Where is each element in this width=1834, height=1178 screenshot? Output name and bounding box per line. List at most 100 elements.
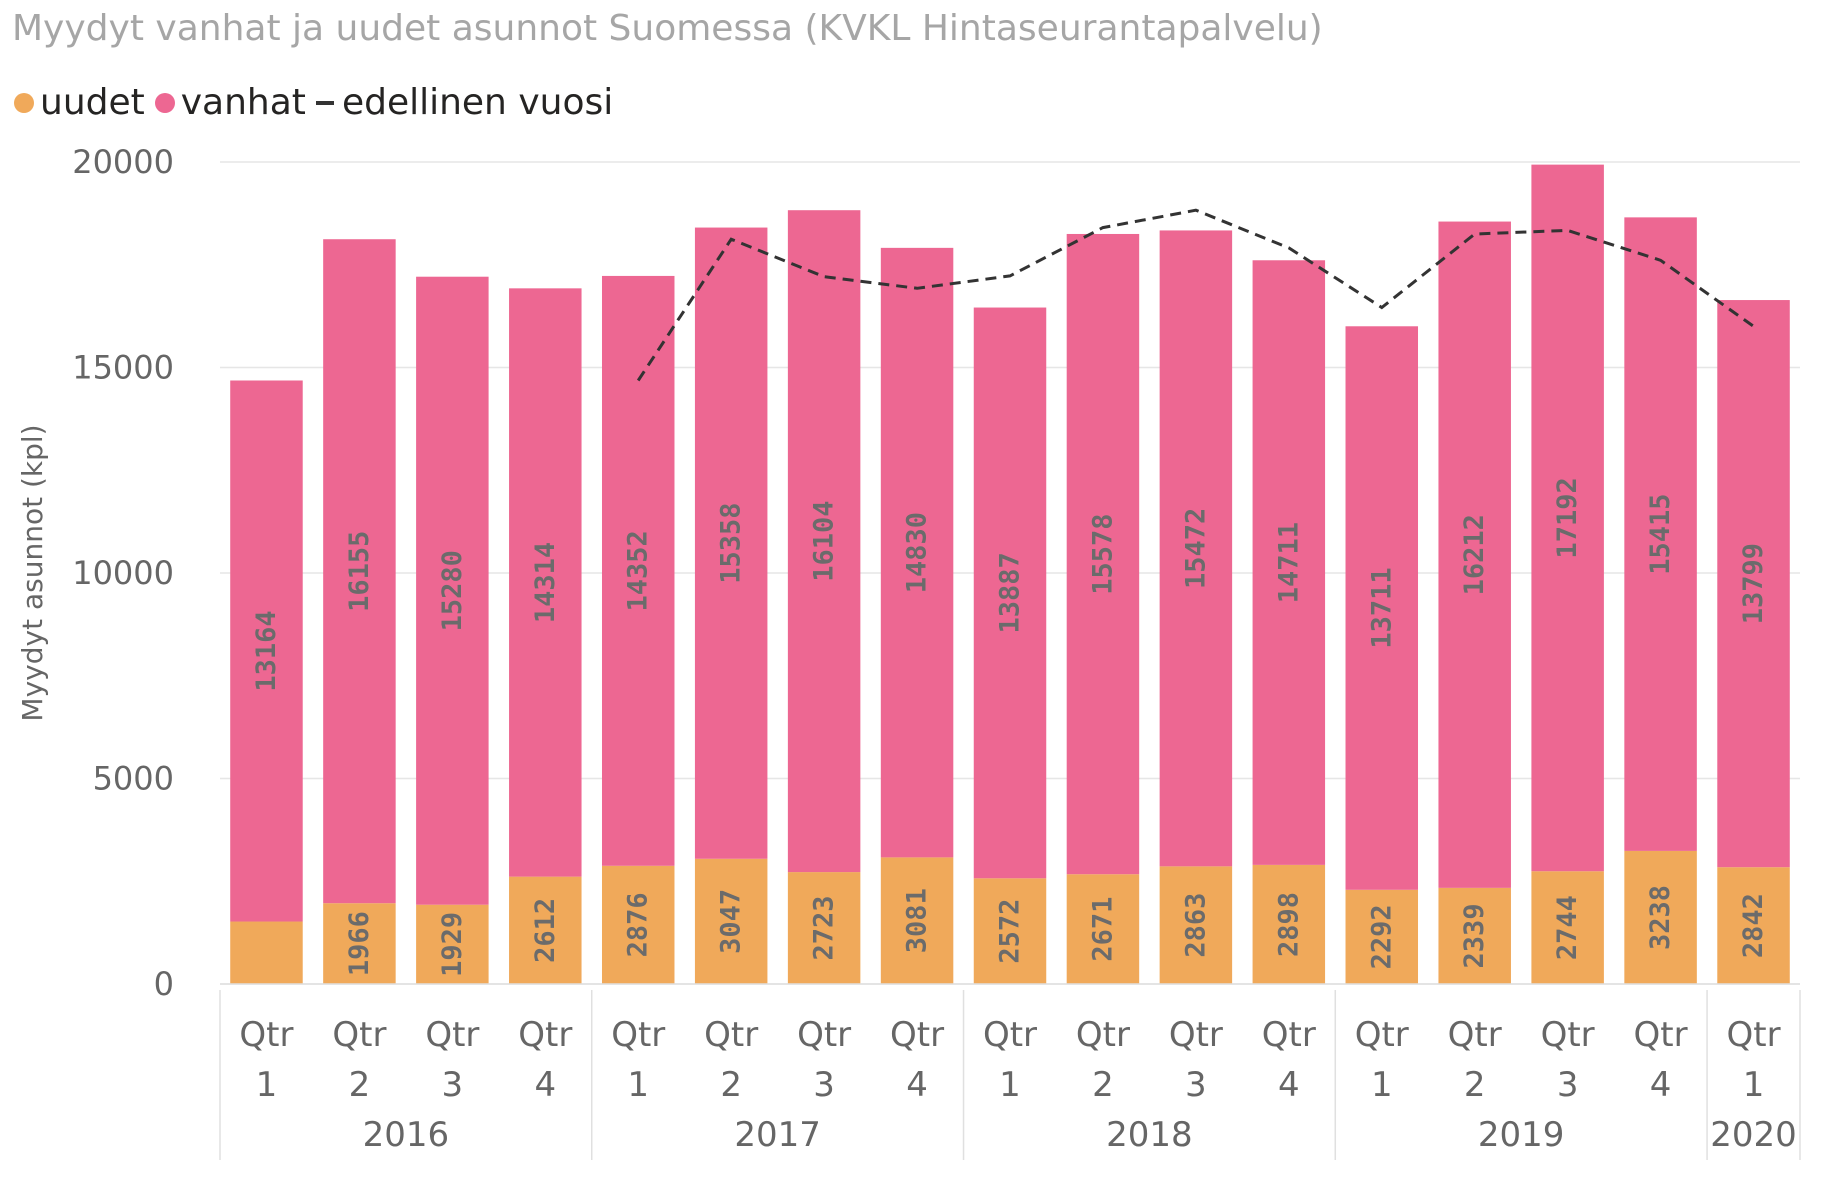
x-tick-label: Qtr [1355, 1015, 1409, 1055]
data-label-uudet: 2863 [1180, 893, 1211, 958]
x-tick-label: 1 [627, 1065, 649, 1105]
legend: uudet vanhat edellinen vuosi [14, 82, 623, 123]
bar-uudet [1624, 850, 1697, 984]
bar-uudet [1438, 887, 1511, 984]
bar-vanhat [1531, 164, 1604, 872]
bar-uudet [230, 921, 303, 984]
data-label-uudet: 3047 [716, 889, 747, 954]
data-label-uudet: 2612 [530, 898, 561, 963]
data-label-vanhat: 13711 [1366, 567, 1397, 648]
bar-uudet [416, 904, 489, 984]
x-tick-label: 4 [906, 1065, 928, 1105]
y-tick-label: 20000 [72, 143, 174, 181]
y-axis-title: Myydyt asunnot (kpl) [16, 424, 49, 721]
data-label-uudet: 2572 [995, 899, 1026, 964]
x-tick-label: 3 [442, 1065, 464, 1105]
data-label-uudet: 1929 [437, 912, 468, 977]
data-label-vanhat: 15358 [716, 503, 747, 584]
x-tick-label: 1 [999, 1065, 1021, 1105]
year-label: 2016 [363, 1115, 450, 1155]
legend-dash-edellinen-vuosi [315, 100, 334, 105]
x-tick-label: Qtr [611, 1015, 665, 1055]
legend-dot-vanhat [154, 92, 175, 113]
data-label-uudet: 2744 [1552, 895, 1583, 960]
data-label-uudet: 2842 [1738, 893, 1769, 958]
x-tick-label: 4 [1278, 1065, 1300, 1105]
x-tick-label: 1 [256, 1065, 278, 1105]
data-label-vanhat: 14711 [1273, 522, 1304, 603]
data-label-uudet: 2339 [1459, 903, 1490, 968]
bar-uudet [323, 903, 396, 984]
bar-vanhat [1066, 233, 1140, 875]
data-label-vanhat: 16212 [1459, 514, 1490, 595]
bar-uudet [1531, 871, 1604, 984]
x-tick-label: Qtr [983, 1015, 1037, 1055]
bar-uudet [1345, 889, 1419, 984]
data-label-vanhat: 14830 [902, 512, 933, 593]
x-tick-label: 4 [534, 1065, 556, 1105]
x-tick-label: 3 [1557, 1065, 1579, 1105]
data-label-uudet: 3238 [1645, 885, 1676, 950]
x-tick-label: Qtr [1076, 1015, 1130, 1055]
data-label-vanhat: 14352 [623, 530, 654, 611]
bar-vanhat [323, 239, 396, 904]
year-label: 2018 [1106, 1115, 1193, 1155]
bar-uudet [694, 858, 768, 984]
x-tick-label: 3 [1185, 1065, 1207, 1105]
bar-uudet [1717, 867, 1790, 984]
x-tick-label: Qtr [332, 1015, 386, 1055]
bar-vanhat [880, 247, 954, 858]
x-tick-label: 2 [720, 1065, 742, 1105]
x-tick-label: Qtr [1541, 1015, 1595, 1055]
y-tick-label: 10000 [72, 554, 174, 592]
x-tick-label: 2 [1464, 1065, 1486, 1105]
bar-vanhat [694, 227, 768, 859]
bar-uudet [601, 865, 675, 984]
bar-vanhat [1438, 221, 1511, 888]
bar-vanhat [230, 380, 303, 922]
data-label-vanhat: 13164 [251, 610, 282, 691]
legend-label-edellinen-vuosi: edellinen vuosi [341, 82, 614, 123]
legend-item-uudet[interactable]: uudet [14, 82, 145, 123]
x-tick-label: Qtr [1169, 1015, 1223, 1055]
x-tick-label: Qtr [797, 1015, 851, 1055]
x-tick-label: Qtr [1634, 1015, 1688, 1055]
bar-uudet [880, 857, 954, 984]
bar-uudet [787, 872, 861, 984]
data-label-vanhat: 15415 [1645, 493, 1676, 574]
x-tick-label: Qtr [518, 1015, 572, 1055]
bar-vanhat [1159, 230, 1233, 867]
data-label-vanhat: 15578 [1087, 513, 1118, 594]
legend-label-vanhat: vanhat [180, 82, 306, 123]
x-tick-label: 3 [813, 1065, 835, 1105]
year-label: 2019 [1478, 1115, 1565, 1155]
legend-item-edellinen-vuosi[interactable]: edellinen vuosi [315, 82, 614, 123]
line-layer [636, 208, 1755, 382]
bar-uudet [509, 876, 582, 984]
data-label-uudet: 1966 [344, 911, 375, 976]
legend-item-vanhat[interactable]: vanhat [154, 82, 306, 123]
data-label-uudet: 2723 [809, 896, 840, 961]
x-tick-label: 4 [1650, 1065, 1672, 1105]
x-tick-label: Qtr [1448, 1015, 1502, 1055]
bar-vanhat [1717, 300, 1790, 868]
data-label-vanhat: 15472 [1180, 508, 1211, 589]
bar-vanhat [973, 307, 1047, 879]
x-tick-label: Qtr [239, 1015, 293, 1055]
x-tick-label: Qtr [1262, 1015, 1316, 1055]
data-label-vanhat: 13799 [1738, 543, 1769, 624]
x-tick-label: Qtr [704, 1015, 758, 1055]
x-tick-label: 1 [1371, 1065, 1393, 1105]
bar-uudet [1252, 864, 1326, 984]
x-tick-label: Qtr [1726, 1015, 1780, 1055]
x-tick-label: 2 [1092, 1065, 1114, 1105]
bar-vanhat [601, 275, 675, 866]
data-label-uudet: 2898 [1273, 892, 1304, 957]
bar-vanhat [509, 288, 582, 877]
legend-dot-uudet [14, 92, 34, 113]
year-label: 2020 [1710, 1115, 1797, 1155]
x-tick-label: Qtr [425, 1015, 479, 1055]
bar-vanhat [1345, 326, 1419, 890]
bar-uudet [973, 878, 1047, 984]
